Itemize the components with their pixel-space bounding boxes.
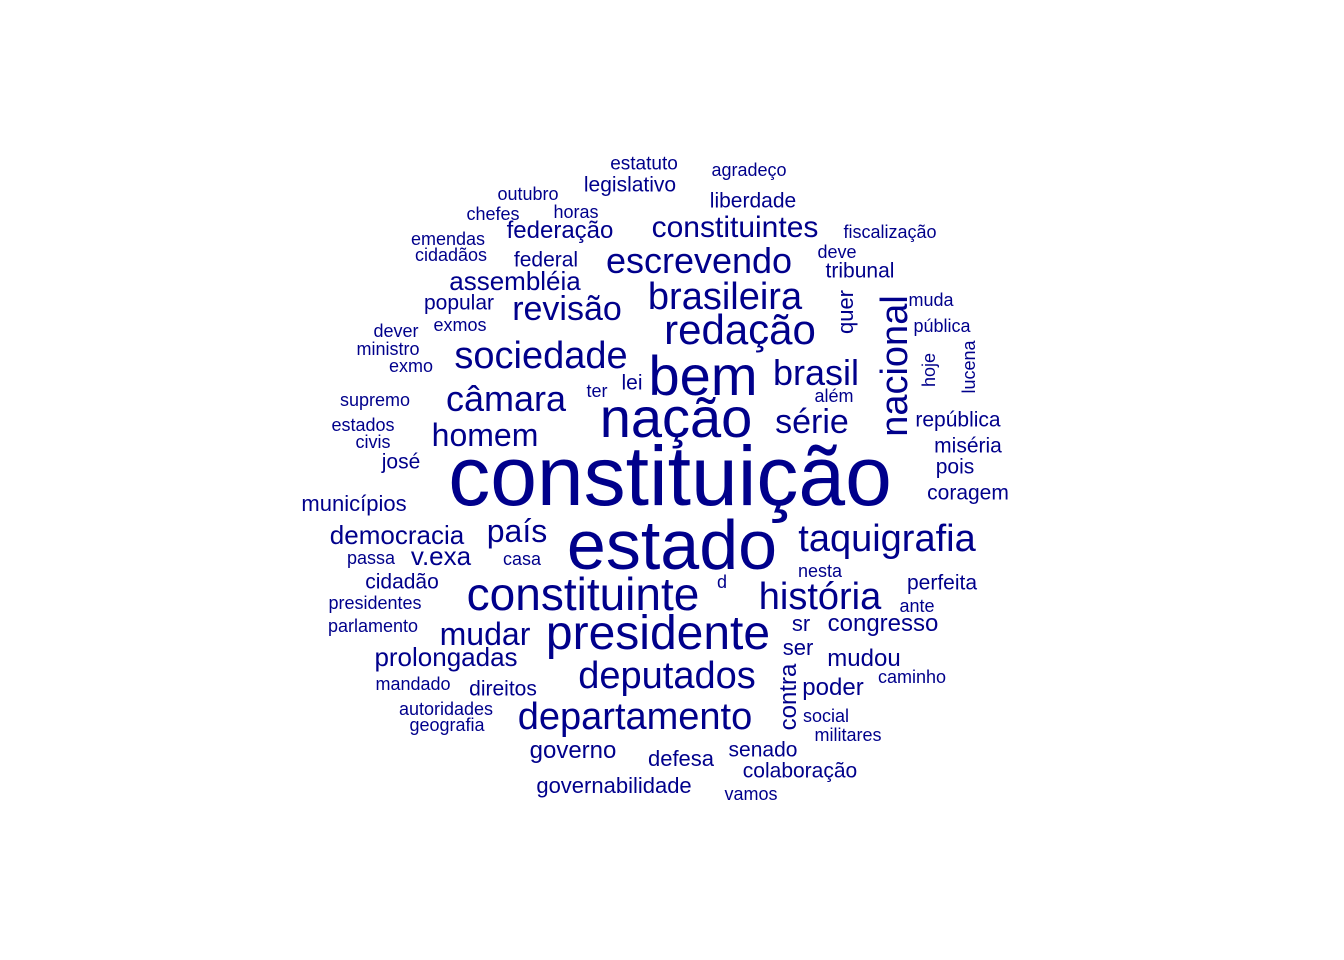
word-nacao: nação bbox=[599, 386, 753, 449]
word-outubro: outubro bbox=[497, 184, 559, 204]
word-lucena: lucena bbox=[959, 340, 979, 394]
word-republica: república bbox=[915, 408, 1001, 432]
word-quer: quer bbox=[833, 289, 858, 335]
word-departamento: departamento bbox=[517, 696, 753, 738]
word-senado: senado bbox=[728, 738, 798, 762]
word-social: social bbox=[802, 706, 850, 726]
word-colaboracao: colaboração bbox=[742, 759, 858, 783]
word-hoje: hoje bbox=[919, 352, 939, 388]
word-exmo: exmo bbox=[388, 356, 434, 376]
word-pais: país bbox=[486, 513, 548, 549]
word-perfeita: perfeita bbox=[906, 571, 978, 595]
word-alem: além bbox=[814, 386, 854, 406]
word-defesa: defesa bbox=[647, 746, 715, 771]
word-escrevendo: escrevendo bbox=[605, 240, 793, 281]
word-assembleia: assembléia bbox=[449, 266, 581, 296]
word-estados: estados bbox=[331, 415, 395, 435]
word-nesta: nesta bbox=[797, 561, 843, 581]
word-d: d bbox=[716, 572, 728, 592]
word-poder: poder bbox=[802, 674, 864, 701]
word-militares: militares bbox=[814, 725, 882, 745]
word-federal: federal bbox=[513, 248, 579, 272]
word-constituicao: constituição bbox=[448, 429, 892, 523]
word-tribunal: tribunal bbox=[825, 259, 895, 283]
word-liberdade: liberdade bbox=[709, 189, 797, 213]
word-historia: história bbox=[758, 576, 882, 618]
word-sr: sr bbox=[791, 611, 811, 636]
word-dever: dever bbox=[373, 321, 419, 341]
word-homem: homem bbox=[431, 417, 539, 453]
word-governabilidade: governabilidade bbox=[536, 773, 692, 798]
word-ser: ser bbox=[782, 635, 814, 660]
word-miseria: miséria bbox=[934, 434, 1002, 458]
word-lei: lei bbox=[621, 371, 643, 395]
word-caminho: caminho bbox=[877, 667, 947, 687]
word-bem: bem bbox=[648, 344, 758, 407]
word-deve: deve bbox=[817, 242, 857, 262]
word-mandado: mandado bbox=[375, 674, 451, 694]
word-governo: governo bbox=[529, 737, 617, 764]
word-cidadaos: cidadãos bbox=[414, 245, 488, 265]
word-mudou: mudou bbox=[827, 645, 901, 672]
word-nacional: nacional bbox=[874, 295, 916, 437]
word-popular: popular bbox=[423, 291, 495, 315]
word-constituinte: constituinte bbox=[466, 568, 700, 620]
word-legislativo: legislativo bbox=[583, 173, 677, 197]
word-democracia: democracia bbox=[329, 520, 465, 550]
word-redacao: redação bbox=[664, 306, 816, 353]
word-congresso: congresso bbox=[827, 610, 939, 637]
word-ante: ante bbox=[899, 596, 935, 616]
word-v-exa: v.exa bbox=[410, 541, 472, 571]
word-serie: série bbox=[775, 403, 849, 441]
word-presidente: presidente bbox=[545, 607, 771, 660]
word-coragem: coragem bbox=[927, 481, 1009, 505]
word-horas: horas bbox=[553, 202, 599, 222]
word-passa: passa bbox=[346, 548, 396, 568]
word-casa: casa bbox=[502, 549, 542, 569]
word-publica: pública bbox=[913, 316, 971, 336]
word-brasileira: brasileira bbox=[647, 276, 803, 318]
word-prolongadas: prolongadas bbox=[374, 642, 518, 672]
word-contra: contra bbox=[775, 663, 802, 731]
word-deputados: deputados bbox=[578, 655, 756, 697]
word-emendas: emendas bbox=[410, 229, 486, 249]
word-ter: ter bbox=[586, 381, 608, 401]
word-civis: civis bbox=[355, 432, 391, 452]
word-parlamento: parlamento bbox=[327, 616, 419, 636]
word-camara: câmara bbox=[445, 378, 567, 419]
word-chefes: chefes bbox=[466, 204, 520, 224]
word-presidentes: presidentes bbox=[328, 593, 422, 613]
word-taquigrafia: taquigrafia bbox=[798, 518, 976, 560]
word-mudar: mudar bbox=[439, 616, 531, 652]
word-jose: josé bbox=[381, 450, 421, 474]
word-revisao: revisão bbox=[512, 290, 622, 328]
word-cidadao: cidadão bbox=[365, 570, 439, 594]
word-estado: estado bbox=[566, 506, 778, 584]
word-geografia: geografia bbox=[409, 715, 485, 735]
word-estatuto: estatuto bbox=[610, 153, 678, 175]
word-federacao: federação bbox=[506, 217, 614, 244]
word-municipios: municípios bbox=[301, 491, 407, 516]
word-pois: pois bbox=[935, 455, 975, 479]
word-constituintes: constituintes bbox=[651, 211, 819, 244]
word-sociedade: sociedade bbox=[454, 335, 628, 377]
word-supremo: supremo bbox=[339, 390, 411, 410]
word-autoridades: autoridades bbox=[398, 699, 494, 719]
word-direitos: direitos bbox=[469, 677, 537, 701]
word-brasil: brasil bbox=[772, 352, 860, 393]
word-agradeco: agradeço bbox=[711, 160, 787, 180]
word-fiscalizacao: fiscalização bbox=[843, 222, 937, 242]
word-muda: muda bbox=[908, 290, 954, 310]
word-exmos: exmos bbox=[433, 315, 487, 335]
word-vamos: vamos bbox=[724, 784, 778, 804]
word-ministro: ministro bbox=[356, 339, 420, 359]
